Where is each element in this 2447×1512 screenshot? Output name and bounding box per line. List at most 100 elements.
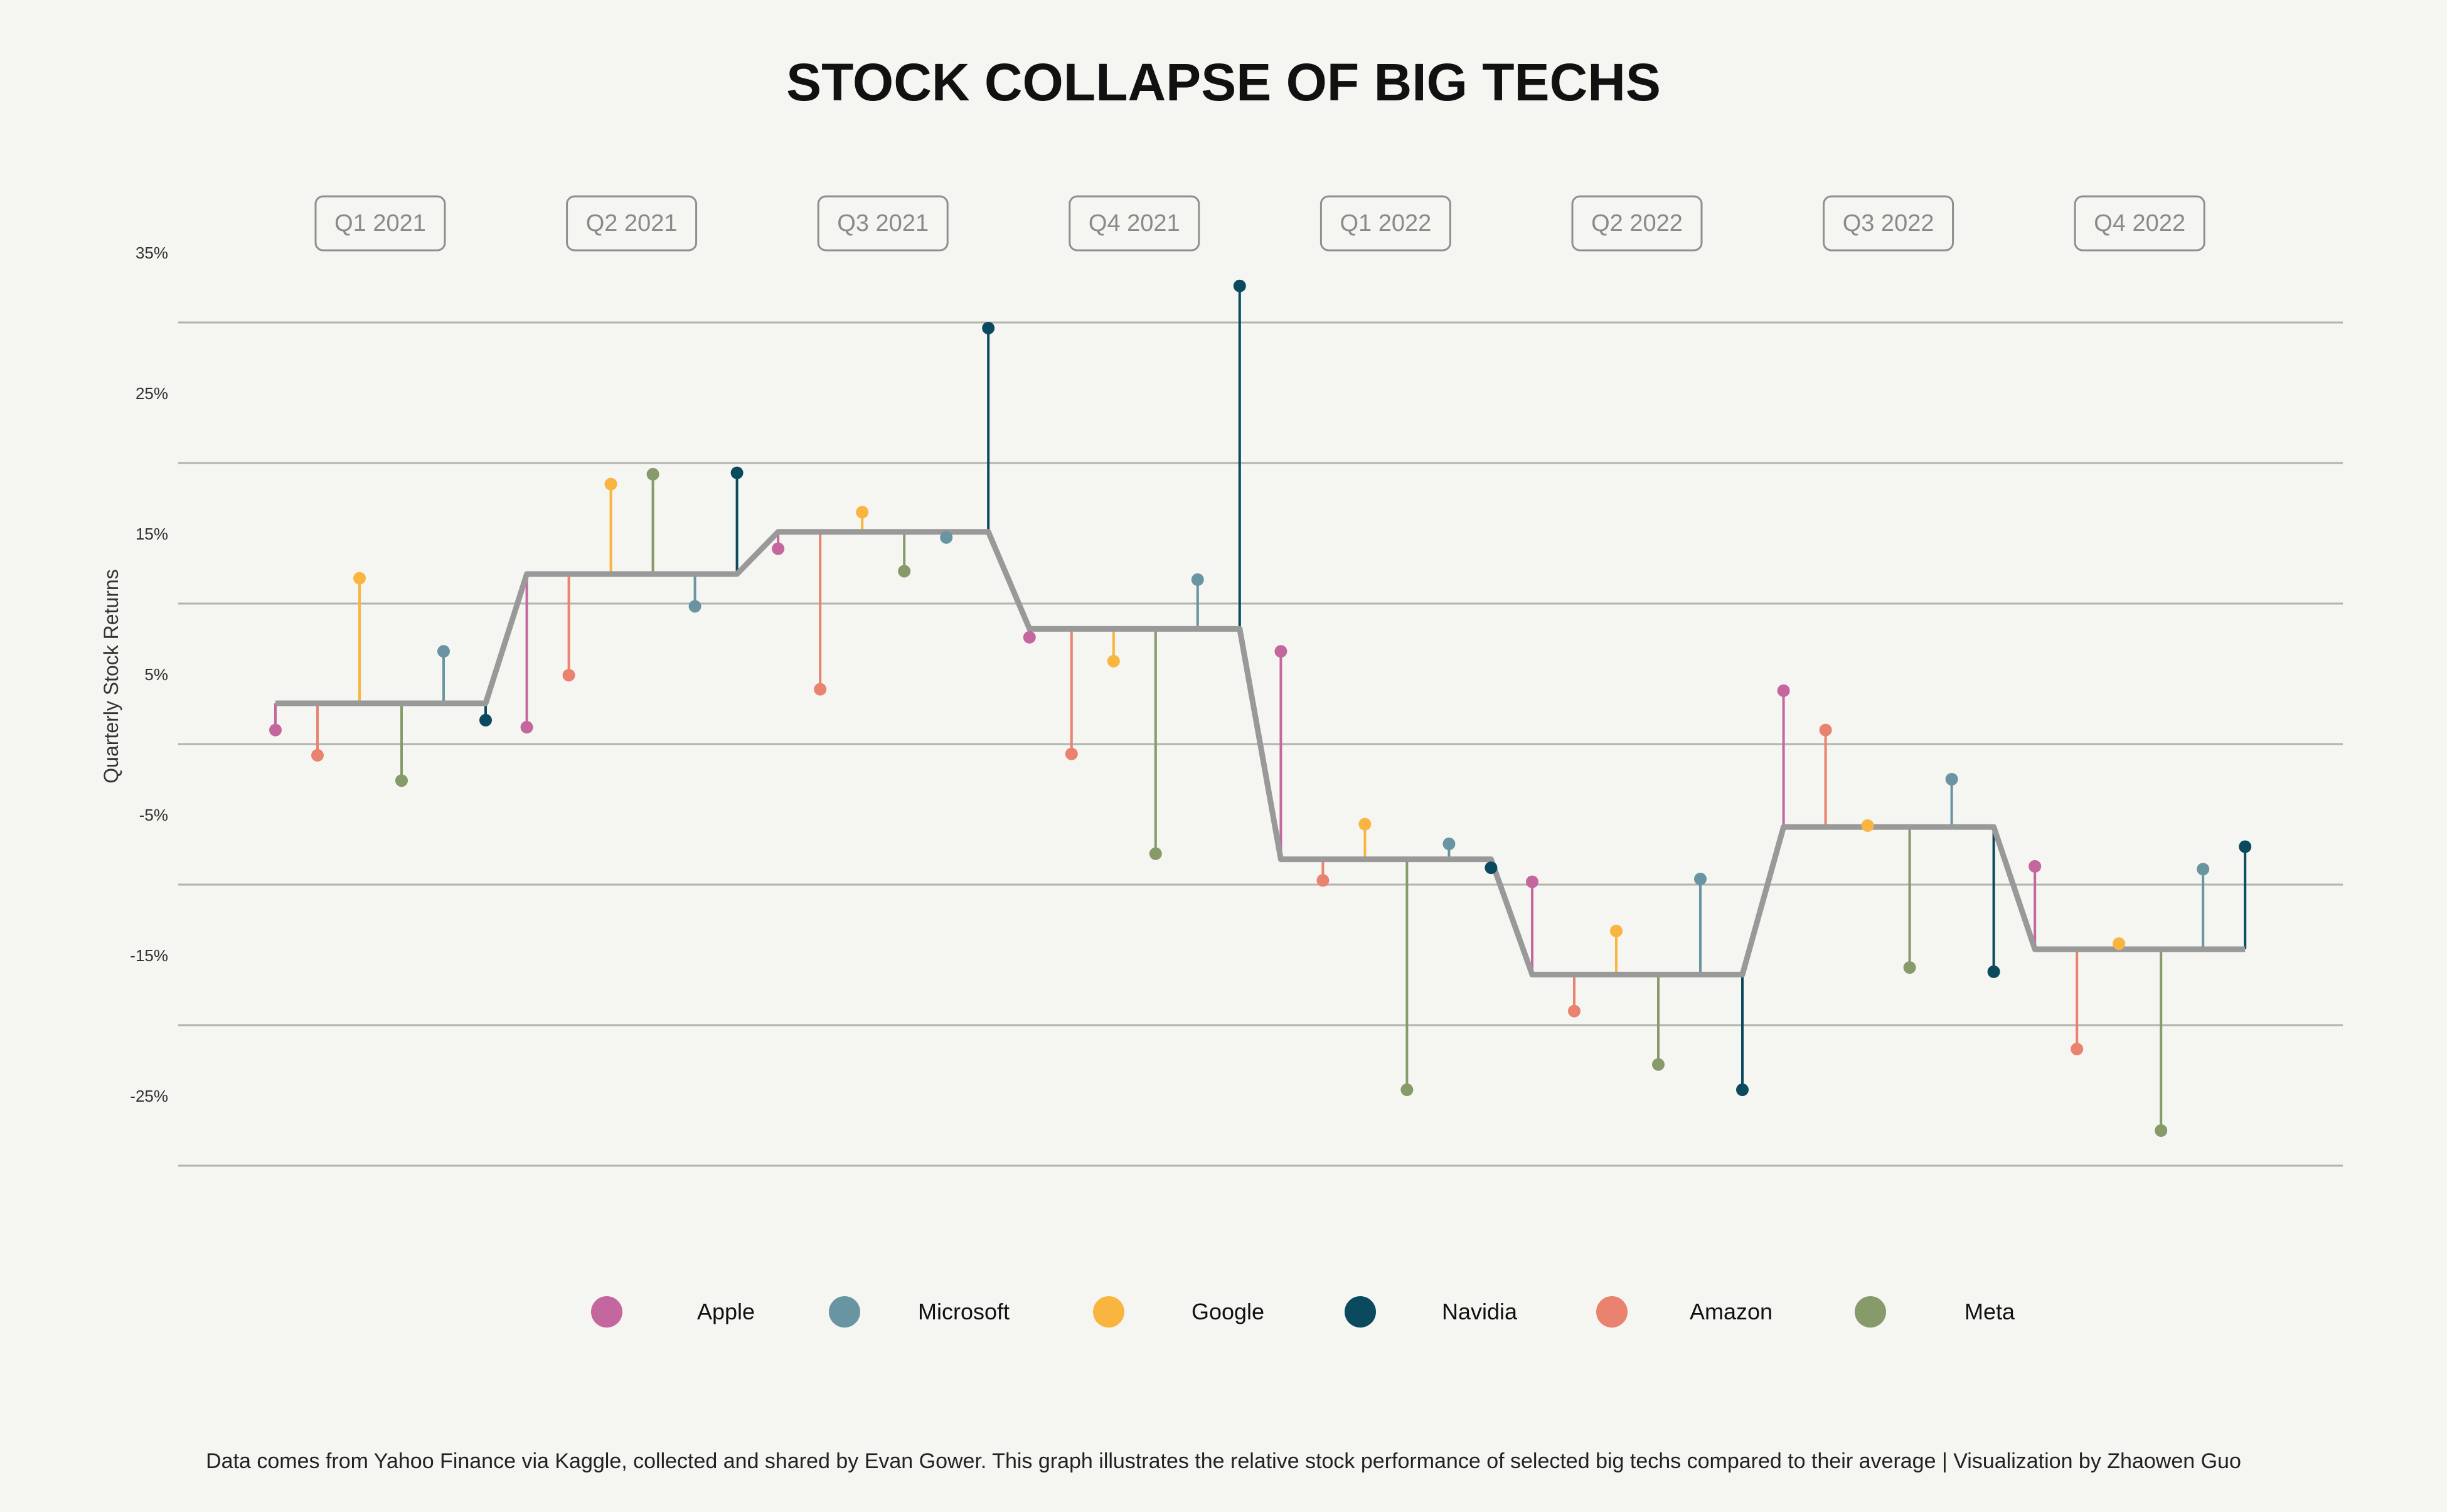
legend-label: Amazon <box>1690 1299 1773 1324</box>
quarter-label-box <box>566 195 698 252</box>
quarter-label: Q1 2021 <box>314 195 446 252</box>
quarter-label-text: Q1 2022 <box>1340 210 1432 237</box>
legend-swatch <box>591 1296 622 1328</box>
quarter-label: Q3 2021 <box>817 195 949 252</box>
point-meta <box>1652 1058 1665 1071</box>
average-line-path <box>275 529 2246 977</box>
quarter-label-text: Q2 2022 <box>1591 210 1683 237</box>
point-google <box>1107 654 1120 668</box>
point-google <box>1610 924 1623 937</box>
point-microsoft <box>1945 773 1958 785</box>
legend-item-apple: Apple <box>591 1296 755 1328</box>
quarter-label-text: Q4 2022 <box>2094 210 2185 237</box>
gridlines <box>178 321 2343 1167</box>
chart-title: STOCK COLLAPSE OF BIG TECHS <box>786 53 1661 112</box>
legend-item-navidia: Navidia <box>1345 1296 1518 1328</box>
y-tick-label: -5% <box>139 806 168 824</box>
point-apple <box>772 542 785 555</box>
legend-swatch <box>1345 1296 1376 1328</box>
point-google <box>1358 817 1372 831</box>
quarter-label-text: Q2 2021 <box>586 210 678 237</box>
quarter-label: Q4 2021 <box>1069 195 1200 252</box>
point-amazon <box>562 669 575 682</box>
point-amazon <box>1316 874 1330 887</box>
lollipop-points <box>269 279 2252 1137</box>
lollipop-stems <box>274 285 2247 1131</box>
point-navidia <box>2239 840 2252 853</box>
point-navidia <box>730 466 744 479</box>
y-tick-label: 5% <box>144 665 168 684</box>
point-apple <box>1274 645 1287 658</box>
point-meta <box>1149 847 1162 860</box>
point-amazon <box>311 748 324 762</box>
point-amazon <box>1065 747 1078 760</box>
quarter-label-box <box>2074 195 2205 252</box>
point-navidia <box>1987 965 2000 978</box>
point-apple <box>269 723 282 737</box>
legend-swatch <box>1855 1296 1886 1328</box>
quarter-label: Q1 2022 <box>1319 195 1451 252</box>
point-microsoft <box>1442 838 1456 851</box>
quarter-label-box <box>1319 195 1451 252</box>
point-google <box>604 477 617 491</box>
point-apple <box>2029 860 2042 873</box>
point-meta <box>2155 1124 2168 1137</box>
quarter-label-text: Q4 2021 <box>1089 210 1180 237</box>
legend-item-amazon: Amazon <box>1596 1296 1773 1328</box>
point-microsoft <box>1694 873 1707 886</box>
point-google <box>1861 819 1874 832</box>
legend-label: Meta <box>1965 1299 2015 1324</box>
point-meta <box>1400 1083 1414 1097</box>
point-amazon <box>1568 1004 1581 1018</box>
legend-label: Navidia <box>1442 1299 1518 1324</box>
average-line <box>275 529 2246 977</box>
quarter-label: Q2 2022 <box>1571 195 1703 252</box>
point-microsoft <box>2197 863 2210 876</box>
quarter-labels: Q1 2021 Q2 2021 Q3 2021 Q4 2021 Q1 2022 Q2 20… <box>314 195 2205 252</box>
point-meta <box>1903 961 1916 974</box>
quarter-label-box <box>1069 195 1200 252</box>
y-tick-label: 25% <box>136 384 168 403</box>
legend-item-meta: Meta <box>1855 1296 2015 1328</box>
point-apple <box>520 721 533 734</box>
quarter-label: Q4 2022 <box>2074 195 2205 252</box>
y-tick-label: 15% <box>136 524 168 543</box>
point-amazon <box>814 683 827 696</box>
point-amazon <box>2071 1043 2084 1056</box>
point-microsoft <box>940 531 953 544</box>
point-google <box>2113 937 2126 950</box>
legend-item-google: Google <box>1093 1296 1264 1328</box>
legend: Apple Microsoft Google Navidia Amazon Meta <box>591 1296 2015 1328</box>
legend-label: Microsoft <box>918 1299 1010 1324</box>
quarter-label-box <box>314 195 446 252</box>
point-apple <box>1023 631 1036 644</box>
y-tick-label: 35% <box>136 243 168 262</box>
point-navidia <box>1485 861 1498 875</box>
quarter-label-box <box>1571 195 1703 252</box>
legend-label: Google <box>1192 1299 1264 1324</box>
point-meta <box>395 774 408 787</box>
y-tick-label: -15% <box>130 946 168 965</box>
quarter-label-text: Q3 2022 <box>1843 210 1934 237</box>
quarter-label-box <box>817 195 949 252</box>
point-meta <box>646 467 659 481</box>
legend-item-microsoft: Microsoft <box>829 1296 1010 1328</box>
y-tick-label: -25% <box>130 1087 168 1105</box>
quarter-label: Q3 2022 <box>1823 195 1954 252</box>
quarter-label: Q2 2021 <box>566 195 698 252</box>
point-google <box>856 506 869 519</box>
point-microsoft <box>1191 573 1204 586</box>
point-apple <box>1777 684 1790 697</box>
point-apple <box>1526 875 1538 888</box>
caption: Data comes from Yahoo Finance via Kaggle… <box>206 1449 2241 1473</box>
point-navidia <box>1736 1083 1749 1097</box>
legend-swatch <box>1093 1296 1124 1328</box>
point-navidia <box>982 321 995 334</box>
quarter-label-text: Q1 2021 <box>334 210 426 237</box>
point-microsoft <box>688 600 701 613</box>
y-axis-ticks: 35% 25% 15% 5% -5% -15% -25% <box>130 243 168 1105</box>
y-axis-label: Quarterly Stock Returns <box>100 569 122 783</box>
point-microsoft <box>437 645 450 658</box>
quarter-label-text: Q3 2021 <box>837 210 929 237</box>
